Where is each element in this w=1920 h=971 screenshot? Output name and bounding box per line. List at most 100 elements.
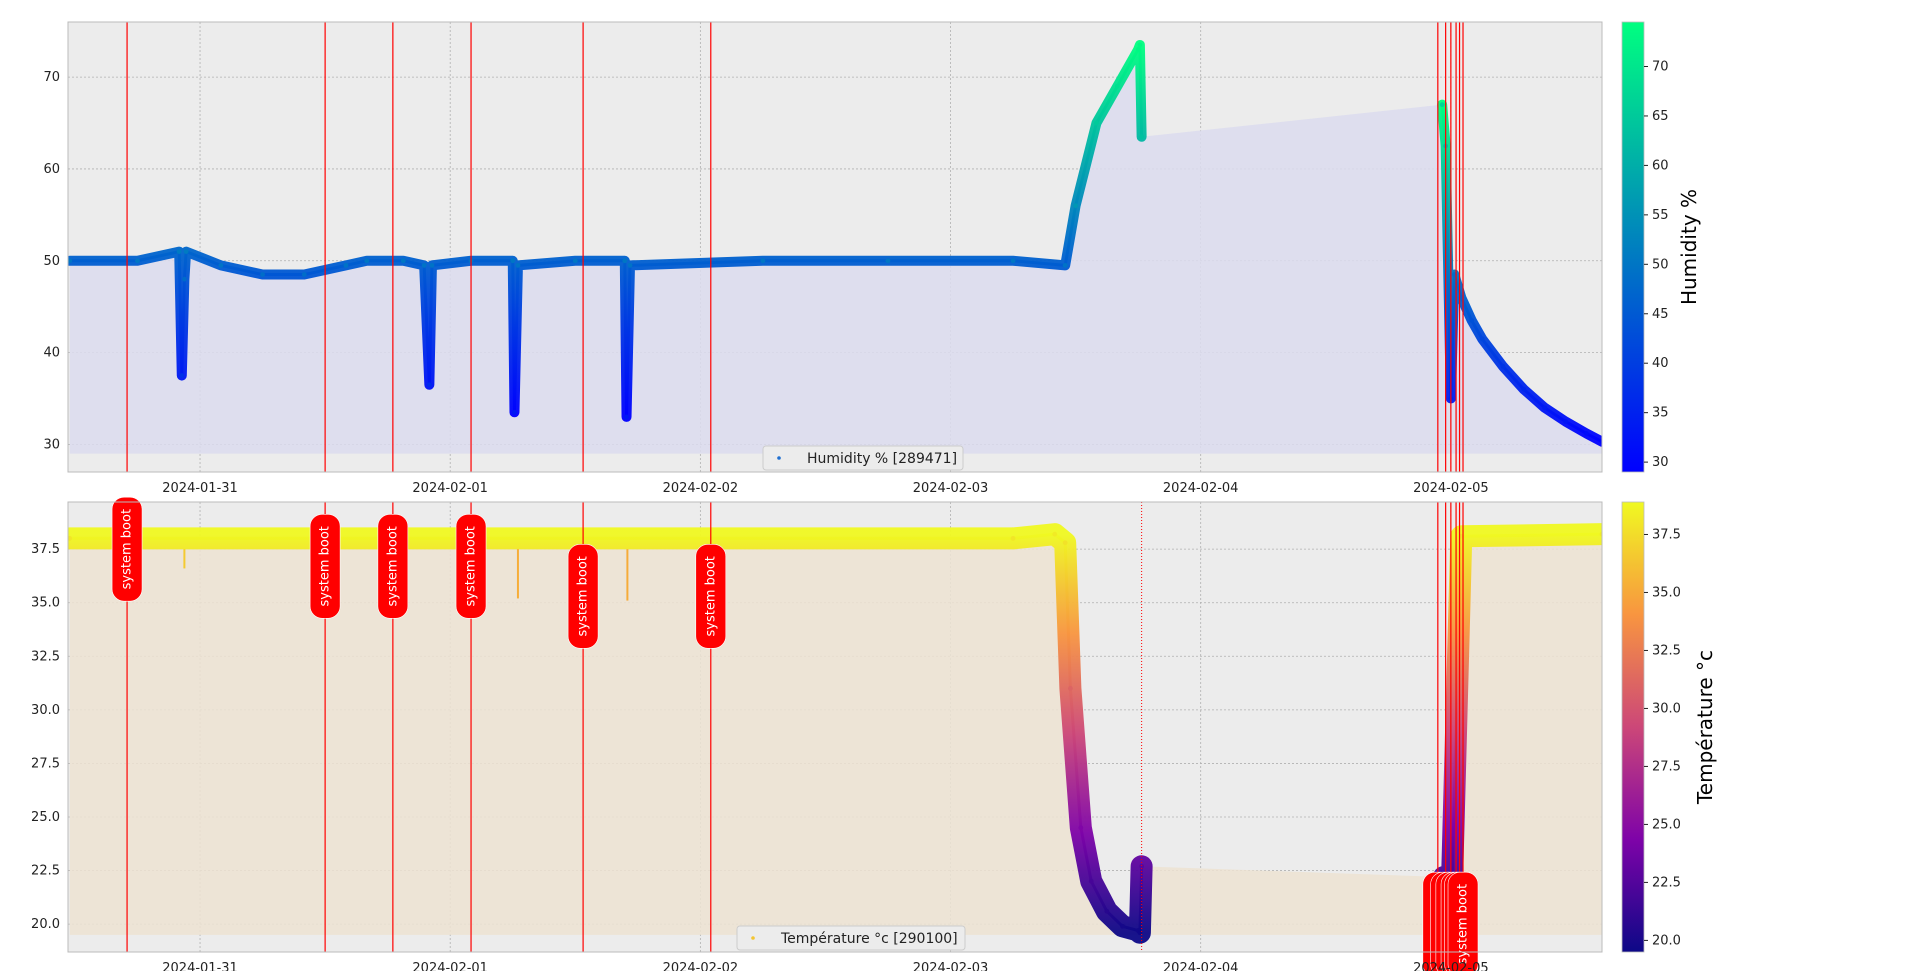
x-tick-label: 2024-02-01 (412, 961, 488, 971)
colorbar-label: Humidity % (1677, 189, 1701, 305)
x-tick-label: 2024-02-04 (1163, 481, 1239, 496)
colorbar-tick-label: 37.5 (1652, 527, 1681, 542)
data-point (1094, 120, 1099, 126)
humidity-chart: 2024-01-31 2024-02-01 2024-02-02 2024-02-03… (43, 21, 1701, 496)
data-point (1139, 863, 1145, 869)
x-tick-label: 2024-02-04 (1163, 961, 1239, 971)
data-point (1062, 540, 1068, 546)
system-boot-label: system boot (464, 526, 479, 606)
system-boot-label: system boot (703, 556, 718, 636)
legend (762, 445, 964, 471)
colorbar-tick-label: 50 (1652, 257, 1669, 272)
plot-frame (67, 21, 1603, 473)
system-boot-labels: system boot system boot system boot system … (111, 496, 1479, 971)
data-point (343, 262, 349, 268)
colorbar-tick-label: 27.5 (1652, 759, 1681, 774)
y-tick-label: 32.5 (31, 649, 60, 664)
data-point (510, 258, 516, 264)
system-boot-badge (111, 496, 143, 602)
data-point (572, 258, 578, 264)
data-point (1439, 102, 1445, 108)
data-point (68, 258, 73, 264)
colorbar-tick-label: 55 (1652, 208, 1669, 223)
data-point (218, 262, 224, 268)
data-point (1521, 386, 1527, 392)
series-area (69, 44, 1602, 454)
colorbar-tick-label: 35 (1652, 406, 1669, 421)
system-boot-badge (1447, 871, 1479, 971)
data-point (429, 262, 435, 268)
y-tick-label: 22.5 (31, 864, 60, 879)
data-point (1120, 923, 1125, 929)
data-point (760, 258, 766, 264)
colorbar-tick-label: 20.0 (1652, 933, 1681, 948)
colorbar-tick-label: 60 (1652, 158, 1669, 173)
data-point (622, 258, 628, 264)
data-point (364, 258, 370, 264)
system-boot-label: system boot (318, 526, 333, 606)
data-point (1114, 83, 1120, 89)
system-boot-badge (309, 513, 341, 619)
colorbar-tick-label: 25.0 (1652, 817, 1681, 832)
data-point (627, 262, 633, 268)
data-point (1135, 47, 1141, 52)
data-point (512, 409, 517, 415)
y-tick-label: 70 (43, 70, 60, 85)
system-boot-badge (567, 543, 599, 649)
data-point (1010, 258, 1016, 264)
y-tick-label: 35.0 (31, 596, 60, 611)
data-point (183, 249, 189, 254)
colorbar-tick-label: 32.5 (1652, 643, 1681, 658)
y-tick-label: 30.0 (31, 703, 60, 718)
data-point (68, 536, 73, 541)
x-tick-label: 2024-01-31 (162, 481, 238, 496)
data-point (1469, 318, 1475, 323)
legend-marker (777, 456, 781, 460)
data-point (135, 258, 140, 264)
colorbar-tick-label: 45 (1652, 307, 1669, 322)
y-tick-label: 27.5 (31, 756, 60, 771)
colorbar-tick-label: 70 (1652, 60, 1669, 75)
data-point (1073, 203, 1079, 209)
x-tick-label: 2024-02-05 (1413, 961, 1489, 971)
y-tick-label: 25.0 (31, 810, 60, 825)
data-point (1599, 439, 1602, 445)
colorbar-tick-label: 35.0 (1652, 585, 1681, 600)
data-point (1104, 908, 1110, 914)
system-boot-lines (126, 22, 1464, 472)
data-point (176, 249, 182, 254)
series-area (69, 534, 1602, 935)
data-point (400, 258, 406, 264)
colorbar (1621, 21, 1645, 473)
data-point (1599, 531, 1602, 537)
system-boot-lines (126, 502, 1464, 952)
colorbar-tick-label: 65 (1652, 109, 1669, 124)
x-tick-label: 2024-02-02 (663, 481, 739, 496)
data-point (1479, 336, 1485, 342)
legend-label: Température °c [290100] (780, 931, 958, 947)
x-tick-label: 2024-02-02 (663, 961, 739, 971)
data-point (421, 262, 427, 268)
y-tick-label: 30 (43, 437, 60, 452)
y-tick-label: 37.5 (31, 542, 60, 557)
data-point (1088, 878, 1094, 884)
colorbar-tick-label: 30 (1652, 455, 1669, 470)
legend (736, 925, 966, 951)
y-tick-label: 60 (43, 162, 60, 177)
y-tick-label: 20.0 (31, 917, 60, 932)
colorbar-tick-label: 22.5 (1652, 875, 1681, 890)
data-point (1542, 405, 1548, 411)
temperature-chart: system boot system boot system boot system … (31, 496, 1717, 971)
data-point (181, 276, 187, 282)
system-boot-label: system boot (120, 509, 135, 589)
system-boot-label: system boot (576, 556, 591, 636)
plot-frame (67, 501, 1603, 953)
data-point (624, 414, 629, 420)
data-point (1067, 686, 1073, 691)
system-boot-badge (455, 513, 487, 619)
system-boot-label: system boot (1456, 884, 1471, 964)
colorbar (1621, 501, 1645, 953)
legend-marker (751, 936, 755, 940)
data-point (1500, 363, 1506, 369)
